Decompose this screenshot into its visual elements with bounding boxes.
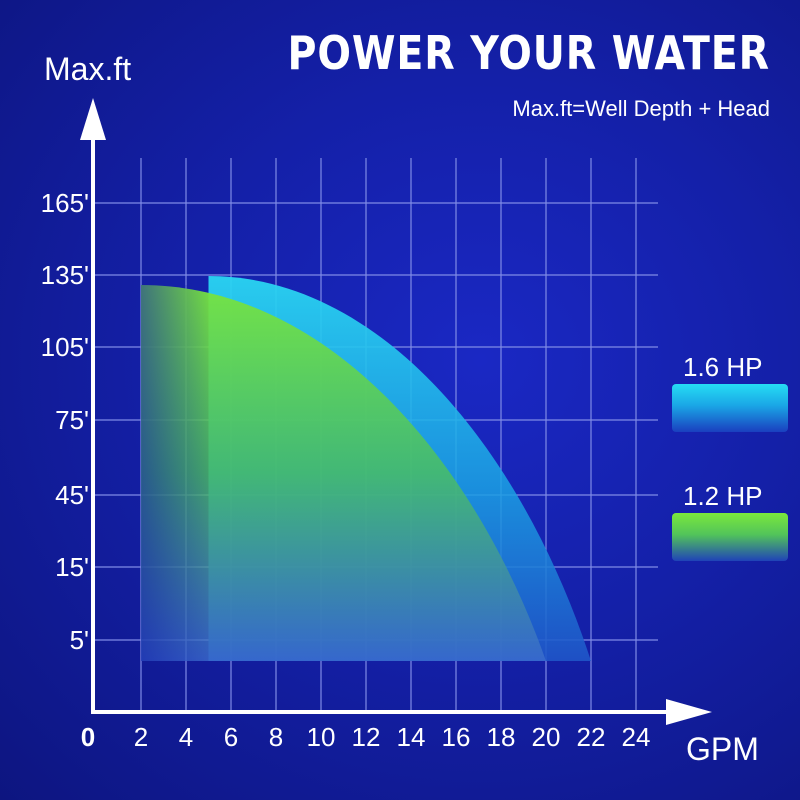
- x-tick-label: 8: [269, 722, 283, 752]
- x-tick-label: 22: [577, 722, 606, 752]
- y-axis-arrow-icon: [80, 98, 106, 140]
- y-tick-label: 105': [41, 332, 89, 362]
- x-tick-label: 24: [622, 722, 651, 752]
- x-tick-origin: 0: [81, 722, 95, 752]
- legend-label-1-2hp: 1.2 HP: [683, 481, 763, 511]
- x-tick-label: 2: [134, 722, 148, 752]
- tick-labels: 0 2 4 6 8 10 12 14 16 18 20 22 245'15'45'75'105'135'…: [41, 51, 759, 767]
- axes: [80, 98, 712, 725]
- y-tick-label: 165': [41, 188, 89, 218]
- legend-label-1-6hp: 1.6 HP: [683, 352, 763, 382]
- x-axis-arrow-icon: [666, 699, 712, 725]
- y-tick-label: 135': [41, 260, 89, 290]
- y-tick-label: 15': [55, 552, 89, 582]
- x-axis-title: GPM: [686, 731, 759, 767]
- x-tick-label: 16: [442, 722, 471, 752]
- series-fade: [141, 285, 209, 661]
- x-tick-label: 6: [224, 722, 238, 752]
- page-title: POWER YOUR WATER: [287, 26, 770, 80]
- y-tick-label: 5': [70, 625, 89, 655]
- x-tick-label: 10: [307, 722, 336, 752]
- legend-swatch-1-6hp: [672, 384, 788, 432]
- x-tick-label: 4: [179, 722, 193, 752]
- y-tick-label: 45': [55, 480, 89, 510]
- y-tick-label: 75': [55, 405, 89, 435]
- y-axis-title: Max.ft: [44, 51, 131, 87]
- x-tick-label: 18: [487, 722, 516, 752]
- series-areas: [141, 276, 591, 661]
- x-tick-label: 14: [397, 722, 426, 752]
- page-subtitle: Max.ft=Well Depth + Head: [512, 96, 770, 121]
- x-tick-label: 20: [532, 722, 561, 752]
- series-area-1-2: [141, 285, 546, 661]
- legend-swatch-1-2hp: [672, 513, 788, 561]
- x-tick-label: 12: [352, 722, 381, 752]
